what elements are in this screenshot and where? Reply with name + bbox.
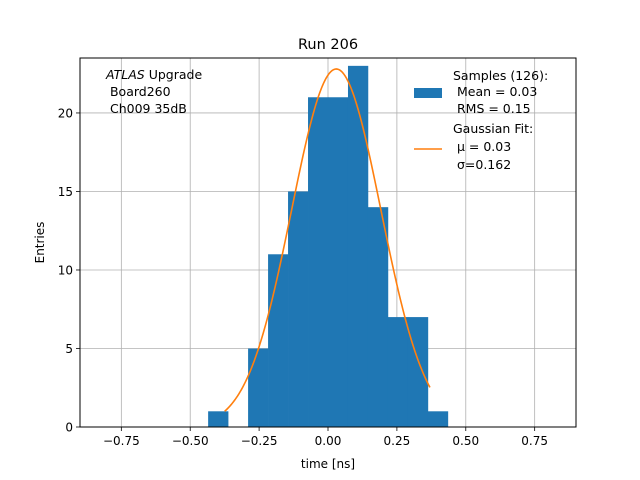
histogram-bar <box>208 411 229 427</box>
legend-histogram-mean: Mean = 0.03 <box>453 84 537 99</box>
legend-fit-sigma: σ=0.162 <box>453 157 511 172</box>
annotation-line-2: Board260 <box>106 84 171 99</box>
histogram-bar <box>347 65 369 427</box>
legend-histogram-rms: RMS = 0.15 <box>453 101 531 116</box>
gaussian-fit-curve <box>224 68 431 412</box>
x-tick-label: −0.75 <box>103 434 140 448</box>
histogram-bar <box>268 254 289 427</box>
x-tick-label: 0.75 <box>521 434 548 448</box>
histogram-bar <box>288 191 309 427</box>
y-tick-label: 10 <box>58 263 73 277</box>
y-tick-label: 20 <box>58 106 73 120</box>
y-axis-label: Entries <box>33 222 47 264</box>
y-tick-label: 5 <box>65 342 73 356</box>
atlas-annotation: ATLAS Upgrade Board260 Ch009 35dB <box>105 67 202 116</box>
x-tick-label: 0.50 <box>452 434 479 448</box>
annotation-line-3: Ch009 35dB <box>106 101 187 116</box>
x-tick-label: −0.50 <box>172 434 209 448</box>
x-axis-label: time [ns] <box>301 457 355 471</box>
legend-histogram-name: Samples (126): <box>453 68 548 83</box>
legend-fit-name: Gaussian Fit: <box>453 121 533 136</box>
chart-title: Run 206 <box>298 37 358 53</box>
annotation-line-1: ATLAS Upgrade <box>105 67 202 82</box>
histogram-bar <box>387 317 409 427</box>
histogram-bar <box>367 207 389 427</box>
histogram-bar <box>328 97 349 428</box>
histogram-bar <box>427 411 449 427</box>
legend-histogram-swatch <box>414 88 442 98</box>
legend-fit-mu: μ = 0.03 <box>453 139 511 154</box>
legend: Samples (126): Mean = 0.03 RMS = 0.15 Ga… <box>414 68 548 172</box>
x-tick-label: −0.25 <box>241 434 278 448</box>
x-axis-ticks: −0.75 −0.50 −0.25 0.00 0.25 0.50 0.75 <box>103 427 548 448</box>
y-tick-label: 15 <box>58 185 73 199</box>
y-axis-ticks: 0 5 10 15 20 <box>58 106 80 435</box>
histogram-bar <box>248 348 269 427</box>
histogram-bar <box>407 317 429 427</box>
y-tick-label: 0 <box>65 421 73 435</box>
x-tick-label: 0.25 <box>384 434 411 448</box>
x-tick-label: 0.00 <box>315 434 342 448</box>
histogram-bar <box>308 97 329 428</box>
